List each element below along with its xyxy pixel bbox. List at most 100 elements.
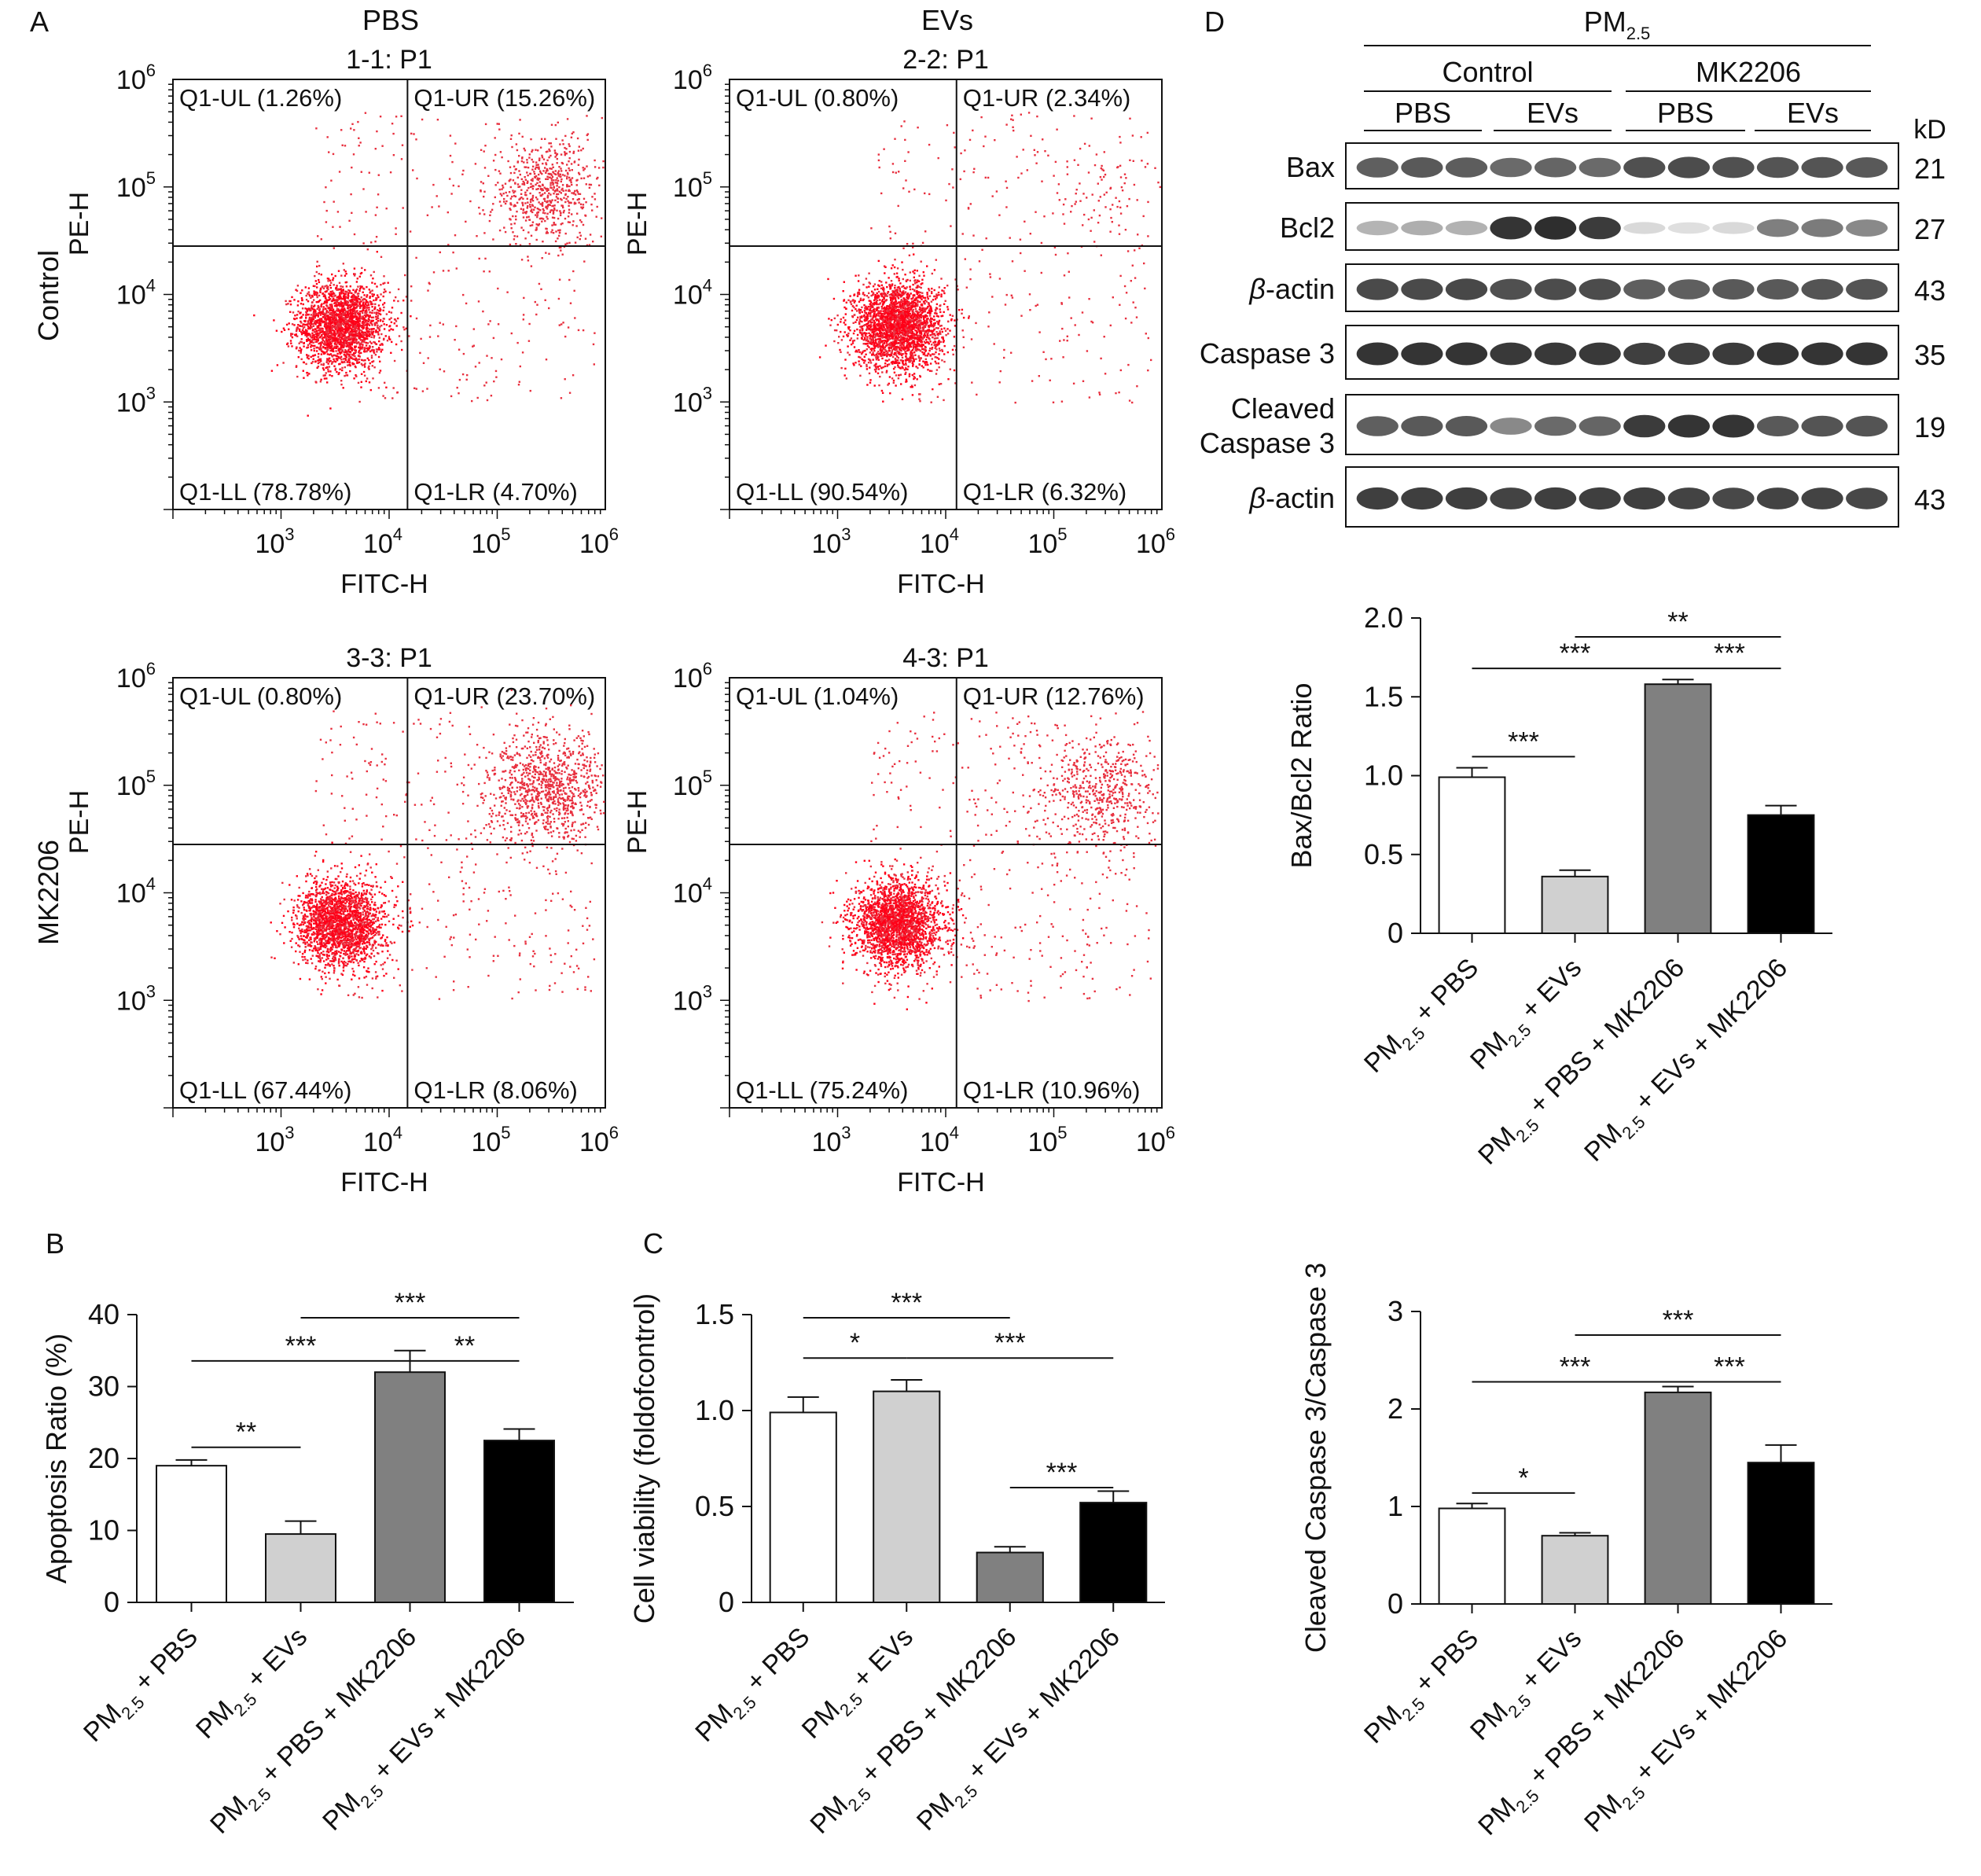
flow-event-dot bbox=[333, 365, 336, 367]
flow-event-dot bbox=[491, 208, 494, 211]
flow-event-dot bbox=[393, 359, 396, 362]
flow-event-dot bbox=[943, 340, 945, 342]
flow-event-dot bbox=[902, 362, 904, 365]
flow-event-dot bbox=[890, 311, 893, 314]
flow-event-dot bbox=[583, 260, 586, 263]
flow-event-dot bbox=[567, 200, 569, 202]
flow-x-tick-label: 103 bbox=[255, 524, 294, 559]
flow-event-dot bbox=[593, 363, 595, 366]
flow-event-dot bbox=[348, 289, 351, 292]
flow-event-dot bbox=[938, 353, 940, 355]
flow-event-dot bbox=[552, 211, 555, 214]
flow-event-dot bbox=[514, 204, 516, 208]
flow-event-dot bbox=[356, 341, 359, 344]
flow-event-dot bbox=[861, 326, 864, 328]
flow-event-dot bbox=[482, 310, 484, 313]
flow-event-dot bbox=[483, 232, 486, 234]
flow-event-dot bbox=[369, 350, 372, 353]
flow-event-dot bbox=[304, 319, 307, 322]
flow-event-dot bbox=[556, 209, 558, 212]
flow-event-dot bbox=[373, 282, 377, 285]
flow-event-dot bbox=[331, 273, 333, 276]
flow-event-dot bbox=[379, 348, 381, 351]
flow-event-dot bbox=[320, 238, 322, 241]
flow-event-dot bbox=[415, 388, 417, 390]
flow-event-dot bbox=[439, 368, 441, 370]
flow-event-dot bbox=[913, 305, 916, 308]
flow-event-dot bbox=[330, 319, 333, 322]
flow-event-dot bbox=[531, 198, 533, 200]
flow-event-dot bbox=[930, 322, 932, 325]
flow-event-dot bbox=[361, 359, 363, 362]
flow-event-dot bbox=[905, 368, 908, 370]
flow-event-dot bbox=[920, 283, 922, 285]
flow-event-dot bbox=[335, 355, 337, 357]
flow-event-dot bbox=[866, 314, 869, 316]
flow-event-dot bbox=[566, 175, 568, 178]
flow-event-dot bbox=[325, 302, 328, 304]
flow-event-dot bbox=[897, 346, 899, 349]
flow-event-dot bbox=[923, 308, 925, 311]
flow-event-dot bbox=[327, 311, 330, 314]
flow-event-dot bbox=[873, 292, 875, 295]
flow-event-dot bbox=[296, 335, 299, 337]
flow-event-dot bbox=[303, 326, 306, 329]
flow-event-dot bbox=[553, 179, 555, 182]
flow-event-dot bbox=[372, 316, 375, 318]
flow-event-dot bbox=[928, 303, 930, 305]
flow-event-dot bbox=[362, 344, 364, 346]
flow-event-dot bbox=[589, 234, 592, 236]
flow-event-dot bbox=[561, 174, 564, 176]
flow-event-dot bbox=[885, 317, 888, 320]
flow-event-dot bbox=[328, 360, 331, 362]
flow-event-dot bbox=[901, 285, 903, 288]
flow-event-dot bbox=[333, 284, 335, 286]
flow-event-dot bbox=[310, 322, 313, 324]
flow-event-dot bbox=[316, 366, 318, 369]
flow-event-dot bbox=[300, 358, 303, 360]
flow-event-dot bbox=[319, 314, 322, 316]
flow-event-dot bbox=[912, 296, 914, 299]
flow-event-dot bbox=[535, 238, 538, 241]
flow-event-dot bbox=[321, 350, 323, 353]
flow-event-dot bbox=[906, 359, 908, 361]
flow-event-dot bbox=[384, 290, 387, 292]
flow-event-dot bbox=[330, 281, 333, 284]
flow-event-dot bbox=[324, 335, 326, 337]
flow-event-dot bbox=[309, 335, 312, 337]
flow-event-dot bbox=[877, 259, 880, 263]
flow-event-dot bbox=[551, 164, 553, 166]
flow-event-dot bbox=[883, 336, 885, 338]
flow-event-dot bbox=[851, 342, 855, 344]
flow-event-dot bbox=[368, 316, 370, 318]
flow-event-dot bbox=[375, 296, 377, 300]
flow-event-dot bbox=[553, 207, 556, 210]
flow-event-dot bbox=[320, 353, 323, 355]
flow-event-dot bbox=[360, 351, 362, 355]
flow-event-dot bbox=[931, 318, 933, 320]
flow-event-dot bbox=[510, 134, 513, 137]
flow-event-dot bbox=[330, 349, 333, 352]
flow-event-dot bbox=[558, 234, 560, 237]
flow-event-dot bbox=[882, 288, 884, 291]
flow-event-dot bbox=[890, 299, 892, 302]
flow-event-dot bbox=[866, 338, 869, 340]
flow-event-dot bbox=[896, 322, 899, 324]
flow-event-dot bbox=[918, 311, 921, 314]
flow-event-dot bbox=[364, 112, 367, 114]
flow-event-dot bbox=[458, 392, 460, 395]
flow-event-dot bbox=[343, 335, 345, 337]
flow-event-dot bbox=[894, 297, 897, 300]
flow-event-dot bbox=[443, 370, 446, 373]
flow-event-dot bbox=[370, 316, 373, 318]
flow-event-dot bbox=[336, 324, 340, 326]
flow-event-dot bbox=[907, 345, 910, 348]
flow-event-dot bbox=[926, 355, 928, 357]
panel-letter-d: D bbox=[1204, 6, 1225, 38]
flow-event-dot bbox=[913, 272, 916, 274]
flow-event-dot bbox=[568, 204, 570, 207]
flow-event-dot bbox=[378, 328, 380, 330]
flow-event-dot bbox=[342, 292, 345, 295]
flow-event-dot bbox=[368, 381, 371, 384]
flow-event-dot bbox=[553, 208, 556, 211]
